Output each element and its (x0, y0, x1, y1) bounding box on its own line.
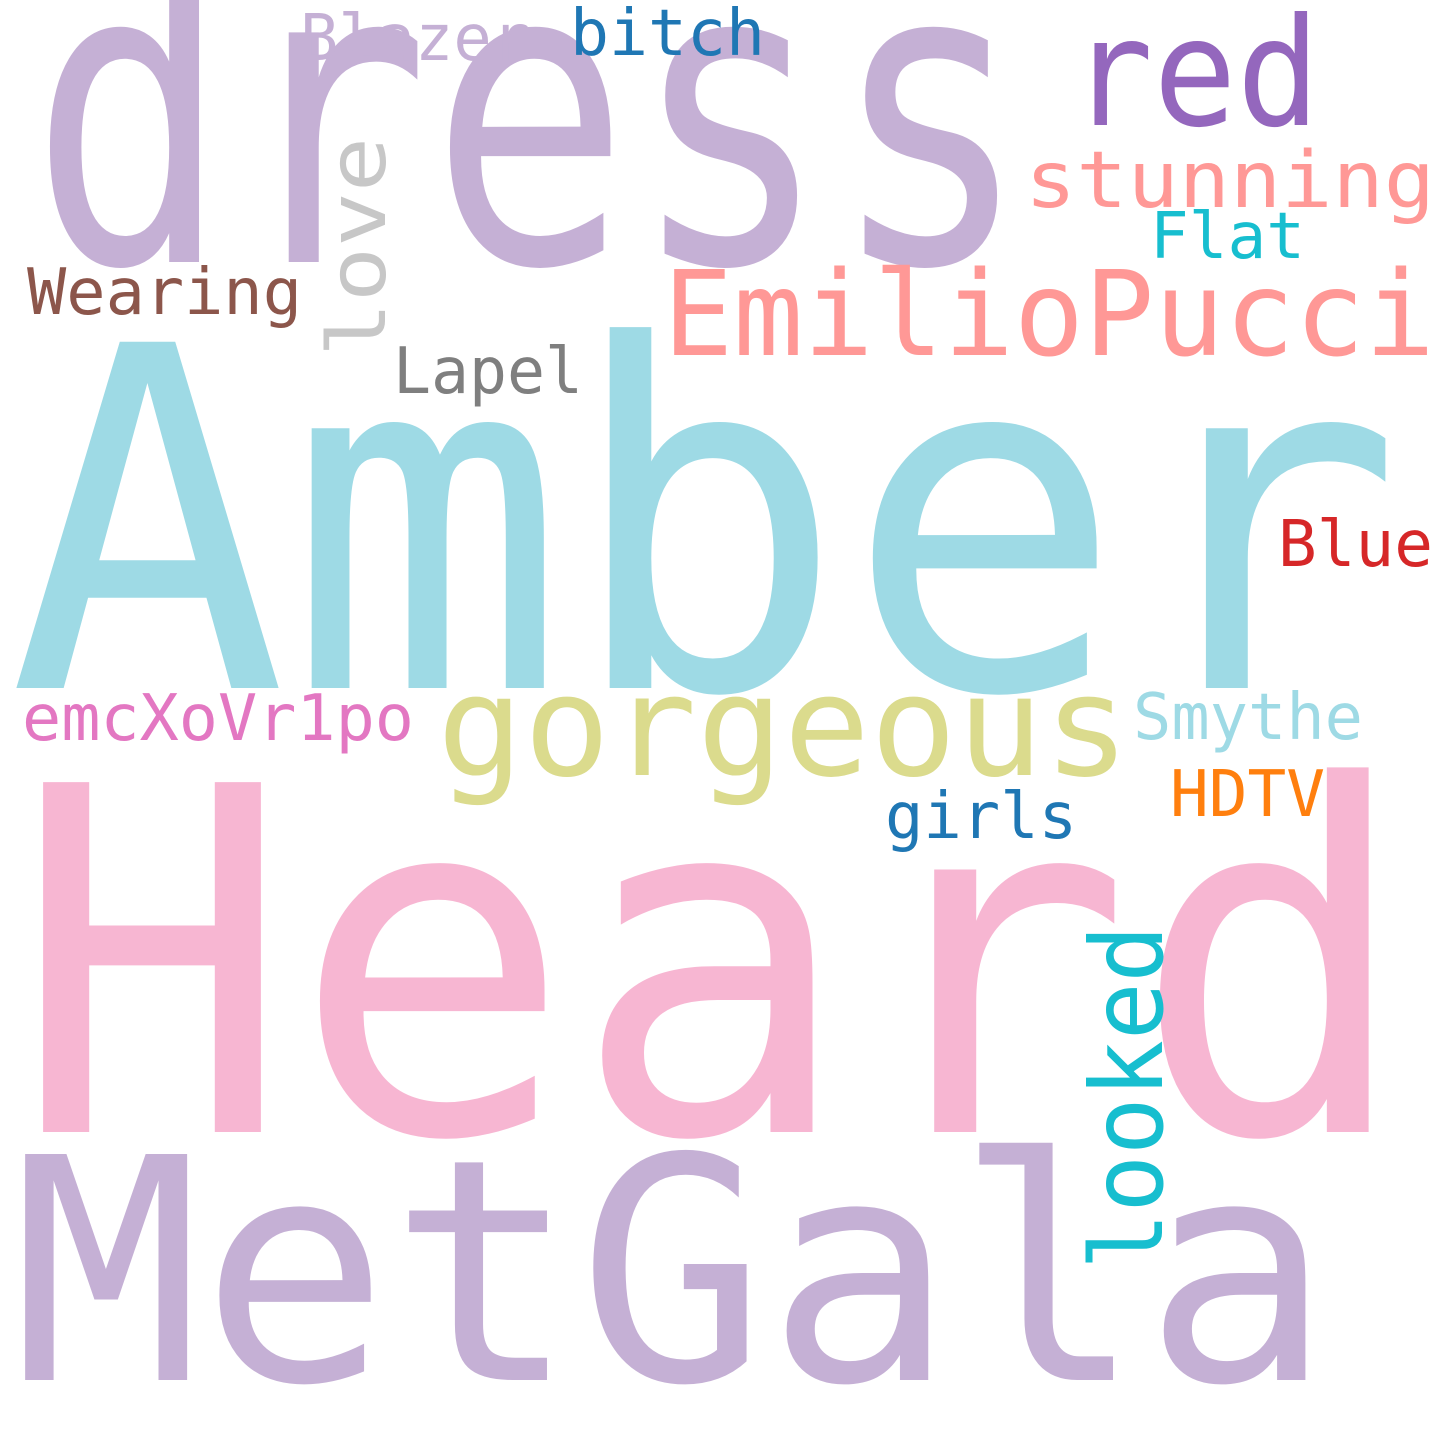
word-girls: girls (885, 780, 1077, 854)
word-red: red (1070, 0, 1320, 161)
word-metgala: MetGala (12, 1093, 1332, 1440)
word-blazer: Blazer (300, 2, 530, 76)
word-love: love (311, 137, 404, 357)
word-blue: Blue (1278, 508, 1433, 582)
word-lapel: Lapel (393, 335, 583, 409)
word-stunning: stunning (1025, 136, 1435, 226)
word-wearing: Wearing (27, 256, 302, 330)
word-heard: Heard (12, 687, 1412, 1246)
word-smythe: Smythe (1133, 681, 1363, 755)
word-gorgeous: gorgeous (437, 646, 1130, 809)
word-bitch: bitch (570, 0, 765, 71)
word-looked: looked (1069, 925, 1186, 1270)
word-dress: dress (30, 0, 1030, 362)
word-hdtv: HDTV (1170, 758, 1325, 832)
word-emiliopucci: EmilioPucci (663, 245, 1435, 383)
word-flat: Flat (1150, 200, 1305, 274)
word-emcxovr1po: emcXoVr1po (22, 682, 414, 756)
word-amber: Amber (8, 248, 1403, 801)
